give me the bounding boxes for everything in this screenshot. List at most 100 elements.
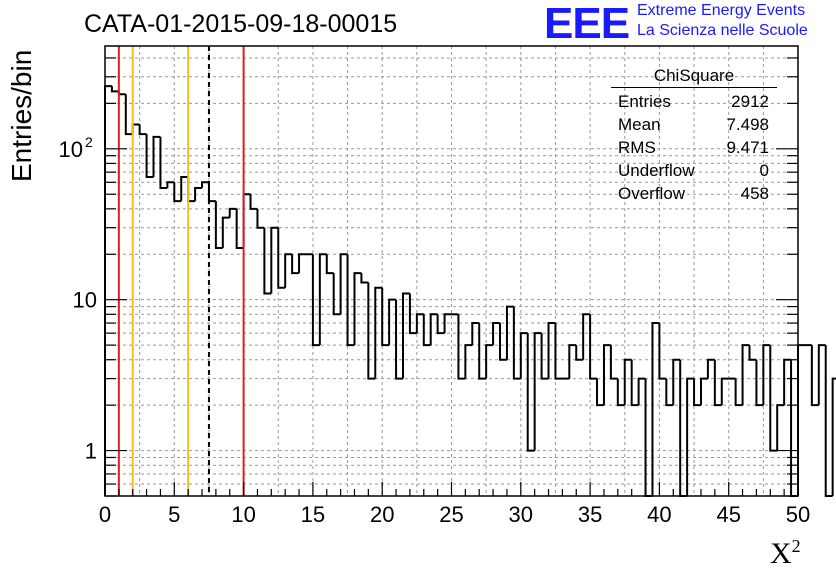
stats-value: 2912 — [731, 92, 769, 111]
histogram-bin — [457, 314, 466, 380]
histogram-bin — [582, 313, 591, 360]
stats-row-entries: Entries 2912 — [611, 90, 777, 113]
histogram-bin — [755, 359, 764, 407]
y-tick-label: 1 — [85, 439, 97, 464]
histogram-bin — [408, 293, 417, 335]
x-tick-label: 10 — [231, 502, 255, 527]
histogram-bin — [388, 298, 397, 346]
histogram-bin — [686, 377, 695, 496]
histogram-bin — [810, 345, 819, 407]
histogram-bin — [526, 333, 535, 452]
histogram-bin — [436, 314, 445, 335]
histogram-bin — [734, 378, 743, 407]
histogram-bin — [533, 332, 542, 451]
stats-label: RMS — [618, 138, 656, 157]
histogram-bin — [131, 123, 140, 135]
histogram-bin — [110, 86, 119, 93]
histogram-bin — [401, 292, 410, 379]
histogram-bin — [173, 182, 182, 203]
histogram-bin — [748, 345, 757, 361]
stats-label: Underflow — [618, 161, 695, 180]
histogram-bin — [104, 85, 112, 496]
x-axis-label: X2 — [770, 536, 801, 571]
histogram-bin — [651, 322, 660, 496]
histogram-bin — [596, 378, 604, 407]
histogram-bin — [422, 314, 431, 347]
histogram-bin — [152, 135, 161, 178]
x-tick-label: 0 — [99, 502, 111, 527]
histogram-bin — [367, 282, 376, 380]
histogram-bin — [602, 344, 611, 406]
histogram-bin — [741, 344, 750, 406]
histogram-bin — [277, 227, 286, 289]
histogram-bin — [346, 254, 355, 347]
histogram-bin — [249, 194, 258, 210]
histogram-bin — [284, 253, 293, 288]
histogram-bin — [207, 182, 216, 203]
histogram-bin — [166, 181, 175, 188]
histogram-bin — [270, 226, 279, 294]
y-tick-label-exponent: 2 — [85, 134, 93, 150]
histogram-bin — [616, 378, 625, 407]
histogram-bin — [145, 134, 154, 179]
stats-title: ChiSquare — [611, 66, 777, 88]
stats-row-mean: Mean 7.498 — [611, 113, 777, 136]
histogram-bin — [464, 344, 473, 379]
x-tick-label: 20 — [370, 502, 394, 527]
histogram-bin — [325, 254, 334, 275]
histogram-bin — [783, 358, 792, 406]
histogram-bin — [547, 322, 556, 379]
grid-lines — [105, 46, 798, 496]
histogram-bin — [263, 227, 272, 295]
histogram-bin — [505, 305, 514, 360]
histogram-bin — [187, 177, 196, 203]
histogram-bin — [762, 344, 771, 406]
x-tick-label: 35 — [578, 502, 602, 527]
histogram-bin — [679, 359, 688, 497]
histogram-bin — [353, 272, 362, 346]
histogram-bin — [395, 299, 403, 380]
histogram-bin — [637, 377, 646, 406]
x-axis-label-text: X — [770, 537, 792, 570]
histogram-bin — [519, 332, 528, 379]
x-tick-label: 30 — [509, 502, 533, 527]
stats-value: 9.471 — [726, 138, 769, 157]
histogram-bin — [769, 345, 778, 452]
reference-lines — [117, 46, 245, 496]
stats-row-rms: RMS 9.471 — [611, 136, 777, 159]
histogram-bin — [540, 333, 549, 380]
stats-label: Entries — [618, 92, 671, 111]
histogram-bin — [609, 345, 618, 380]
chart-title: CATA-01-2015-09-18-00015 — [84, 10, 398, 38]
histogram-bin — [194, 186, 203, 202]
histogram-bin — [235, 208, 244, 250]
histogram-bin — [665, 378, 674, 407]
histogram-bin — [180, 176, 189, 202]
histogram-bin — [221, 216, 230, 249]
logo-subtitle-1: Extreme Energy Events — [637, 2, 806, 19]
histogram-bin — [630, 359, 639, 407]
stats-row-underflow: Underflow 0 — [611, 159, 777, 182]
x-tick-label: 5 — [168, 502, 180, 527]
histogram-bin — [360, 273, 369, 284]
histogram-bin — [824, 345, 833, 497]
histogram-bin — [485, 344, 494, 379]
histogram-bin — [381, 287, 390, 347]
stats-value: 7.498 — [726, 115, 769, 134]
histogram-bin — [568, 344, 577, 379]
histogram-bin — [492, 322, 501, 346]
histogram-bin — [159, 136, 168, 189]
stats-label: Mean — [618, 115, 661, 134]
histogram-bin — [318, 253, 327, 346]
stats-label: Overflow — [618, 184, 686, 203]
histogram-bin — [699, 377, 708, 406]
stats-value: 0 — [759, 161, 769, 180]
histogram-bin — [443, 313, 452, 334]
histogram-bin — [478, 323, 487, 380]
histogram-bin — [298, 253, 306, 274]
histogram-bin — [554, 323, 563, 380]
histogram-bin — [672, 358, 681, 406]
histogram-bin — [339, 253, 348, 315]
logo-subtitle-2: La Scienza nelle Scuole — [637, 22, 808, 39]
histogram-bin — [720, 377, 729, 406]
